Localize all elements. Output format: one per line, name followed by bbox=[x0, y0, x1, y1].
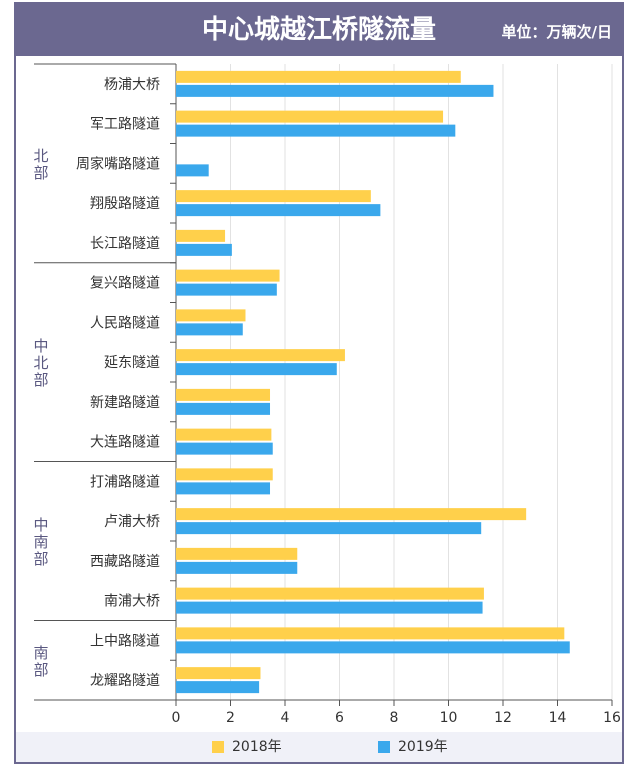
category-label: 延东隧道 bbox=[104, 355, 160, 371]
bar-2018 bbox=[176, 269, 280, 282]
category-label: 人民路隧道 bbox=[90, 315, 160, 331]
bar-2019 bbox=[176, 124, 456, 137]
bar-2018 bbox=[176, 229, 226, 242]
bar-2018 bbox=[176, 627, 565, 640]
bar-2019 bbox=[176, 204, 381, 217]
bar-2018 bbox=[176, 667, 261, 680]
legend: 2018年 2019年 bbox=[16, 732, 622, 762]
bar-2018 bbox=[176, 110, 444, 123]
bar-2018 bbox=[176, 190, 371, 203]
bar-2019 bbox=[176, 84, 494, 97]
category-label: 军工路隧道 bbox=[90, 117, 160, 133]
legend-item-2018[interactable]: 2018年 bbox=[212, 738, 282, 756]
group-label-char: 南 bbox=[33, 533, 48, 551]
bar-2019 bbox=[176, 641, 570, 654]
bar-2019 bbox=[176, 482, 271, 495]
group-label-char: 部 bbox=[33, 661, 48, 679]
x-tick-label: 14 bbox=[549, 710, 567, 726]
bar-2018 bbox=[176, 388, 271, 401]
category-label: 卢浦大桥 bbox=[104, 514, 160, 530]
category-label: 打浦路隧道 bbox=[90, 473, 160, 490]
x-tick-label: 4 bbox=[281, 710, 290, 726]
category-label: 复兴路隧道 bbox=[90, 275, 160, 292]
group-label-char: 部 bbox=[33, 550, 48, 568]
bar-2019 bbox=[176, 243, 232, 256]
legend-label-2019: 2019年 bbox=[398, 739, 448, 755]
group-label-char: 中 bbox=[33, 516, 48, 534]
bar-2018 bbox=[176, 547, 298, 560]
category-label: 上中路隧道 bbox=[90, 633, 160, 649]
unit-label: 单位：万辆次/日 bbox=[501, 23, 612, 41]
group-label-char: 南 bbox=[33, 644, 48, 662]
bar-2019 bbox=[176, 363, 337, 376]
chart-header: 中心城越江桥隧流量 单位：万辆次/日 bbox=[16, 4, 622, 56]
category-label: 周家嘴路隧道 bbox=[76, 155, 160, 172]
category-label: 新建路隧道 bbox=[90, 395, 160, 411]
x-tick-label: 8 bbox=[390, 710, 399, 726]
category-label: 翔殷路隧道 bbox=[90, 196, 160, 212]
category-label: 大连路隧道 bbox=[90, 435, 160, 451]
bar-2019 bbox=[176, 522, 482, 535]
bar-2018 bbox=[176, 70, 461, 83]
bar-2019 bbox=[176, 402, 271, 415]
group-label-char: 北 bbox=[33, 354, 48, 372]
bar-2018 bbox=[176, 468, 273, 481]
group-label-char: 中 bbox=[33, 337, 48, 355]
group-label-char: 部 bbox=[33, 371, 48, 389]
legend-item-2019[interactable]: 2019年 bbox=[378, 738, 448, 756]
category-label: 杨浦大桥 bbox=[104, 77, 160, 93]
x-tick-label: 6 bbox=[335, 710, 344, 726]
legend-swatch-2018 bbox=[212, 741, 224, 753]
bar-2018 bbox=[176, 587, 484, 600]
category-label: 长江路隧道 bbox=[90, 236, 160, 252]
bar-2019 bbox=[176, 681, 260, 694]
bar-2018 bbox=[176, 309, 246, 322]
group-label-char: 北 bbox=[33, 147, 48, 165]
legend-label-2018: 2018年 bbox=[232, 739, 282, 755]
chart-title: 中心城越江桥隧流量 bbox=[201, 15, 436, 45]
bar-2019 bbox=[176, 323, 243, 336]
x-tick-label: 16 bbox=[603, 710, 621, 726]
x-tick-label: 2 bbox=[226, 710, 235, 726]
category-label: 南浦大桥 bbox=[104, 594, 160, 610]
category-label: 西藏路隧道 bbox=[90, 554, 160, 570]
bar-2019 bbox=[176, 561, 298, 574]
group-label-char: 部 bbox=[33, 164, 48, 182]
bar-2019 bbox=[176, 283, 277, 296]
bar-2018 bbox=[176, 349, 345, 362]
x-tick-label: 0 bbox=[172, 710, 181, 726]
legend-swatch-2019 bbox=[378, 741, 390, 753]
category-label: 龙耀路隧道 bbox=[90, 673, 160, 689]
x-tick-label: 10 bbox=[440, 710, 458, 726]
bar-2019 bbox=[176, 164, 209, 177]
bar-2018 bbox=[176, 428, 272, 441]
bar-2019 bbox=[176, 601, 483, 614]
bar-2018 bbox=[176, 508, 527, 521]
bar-2019 bbox=[176, 442, 273, 455]
x-tick-label: 12 bbox=[494, 710, 512, 726]
